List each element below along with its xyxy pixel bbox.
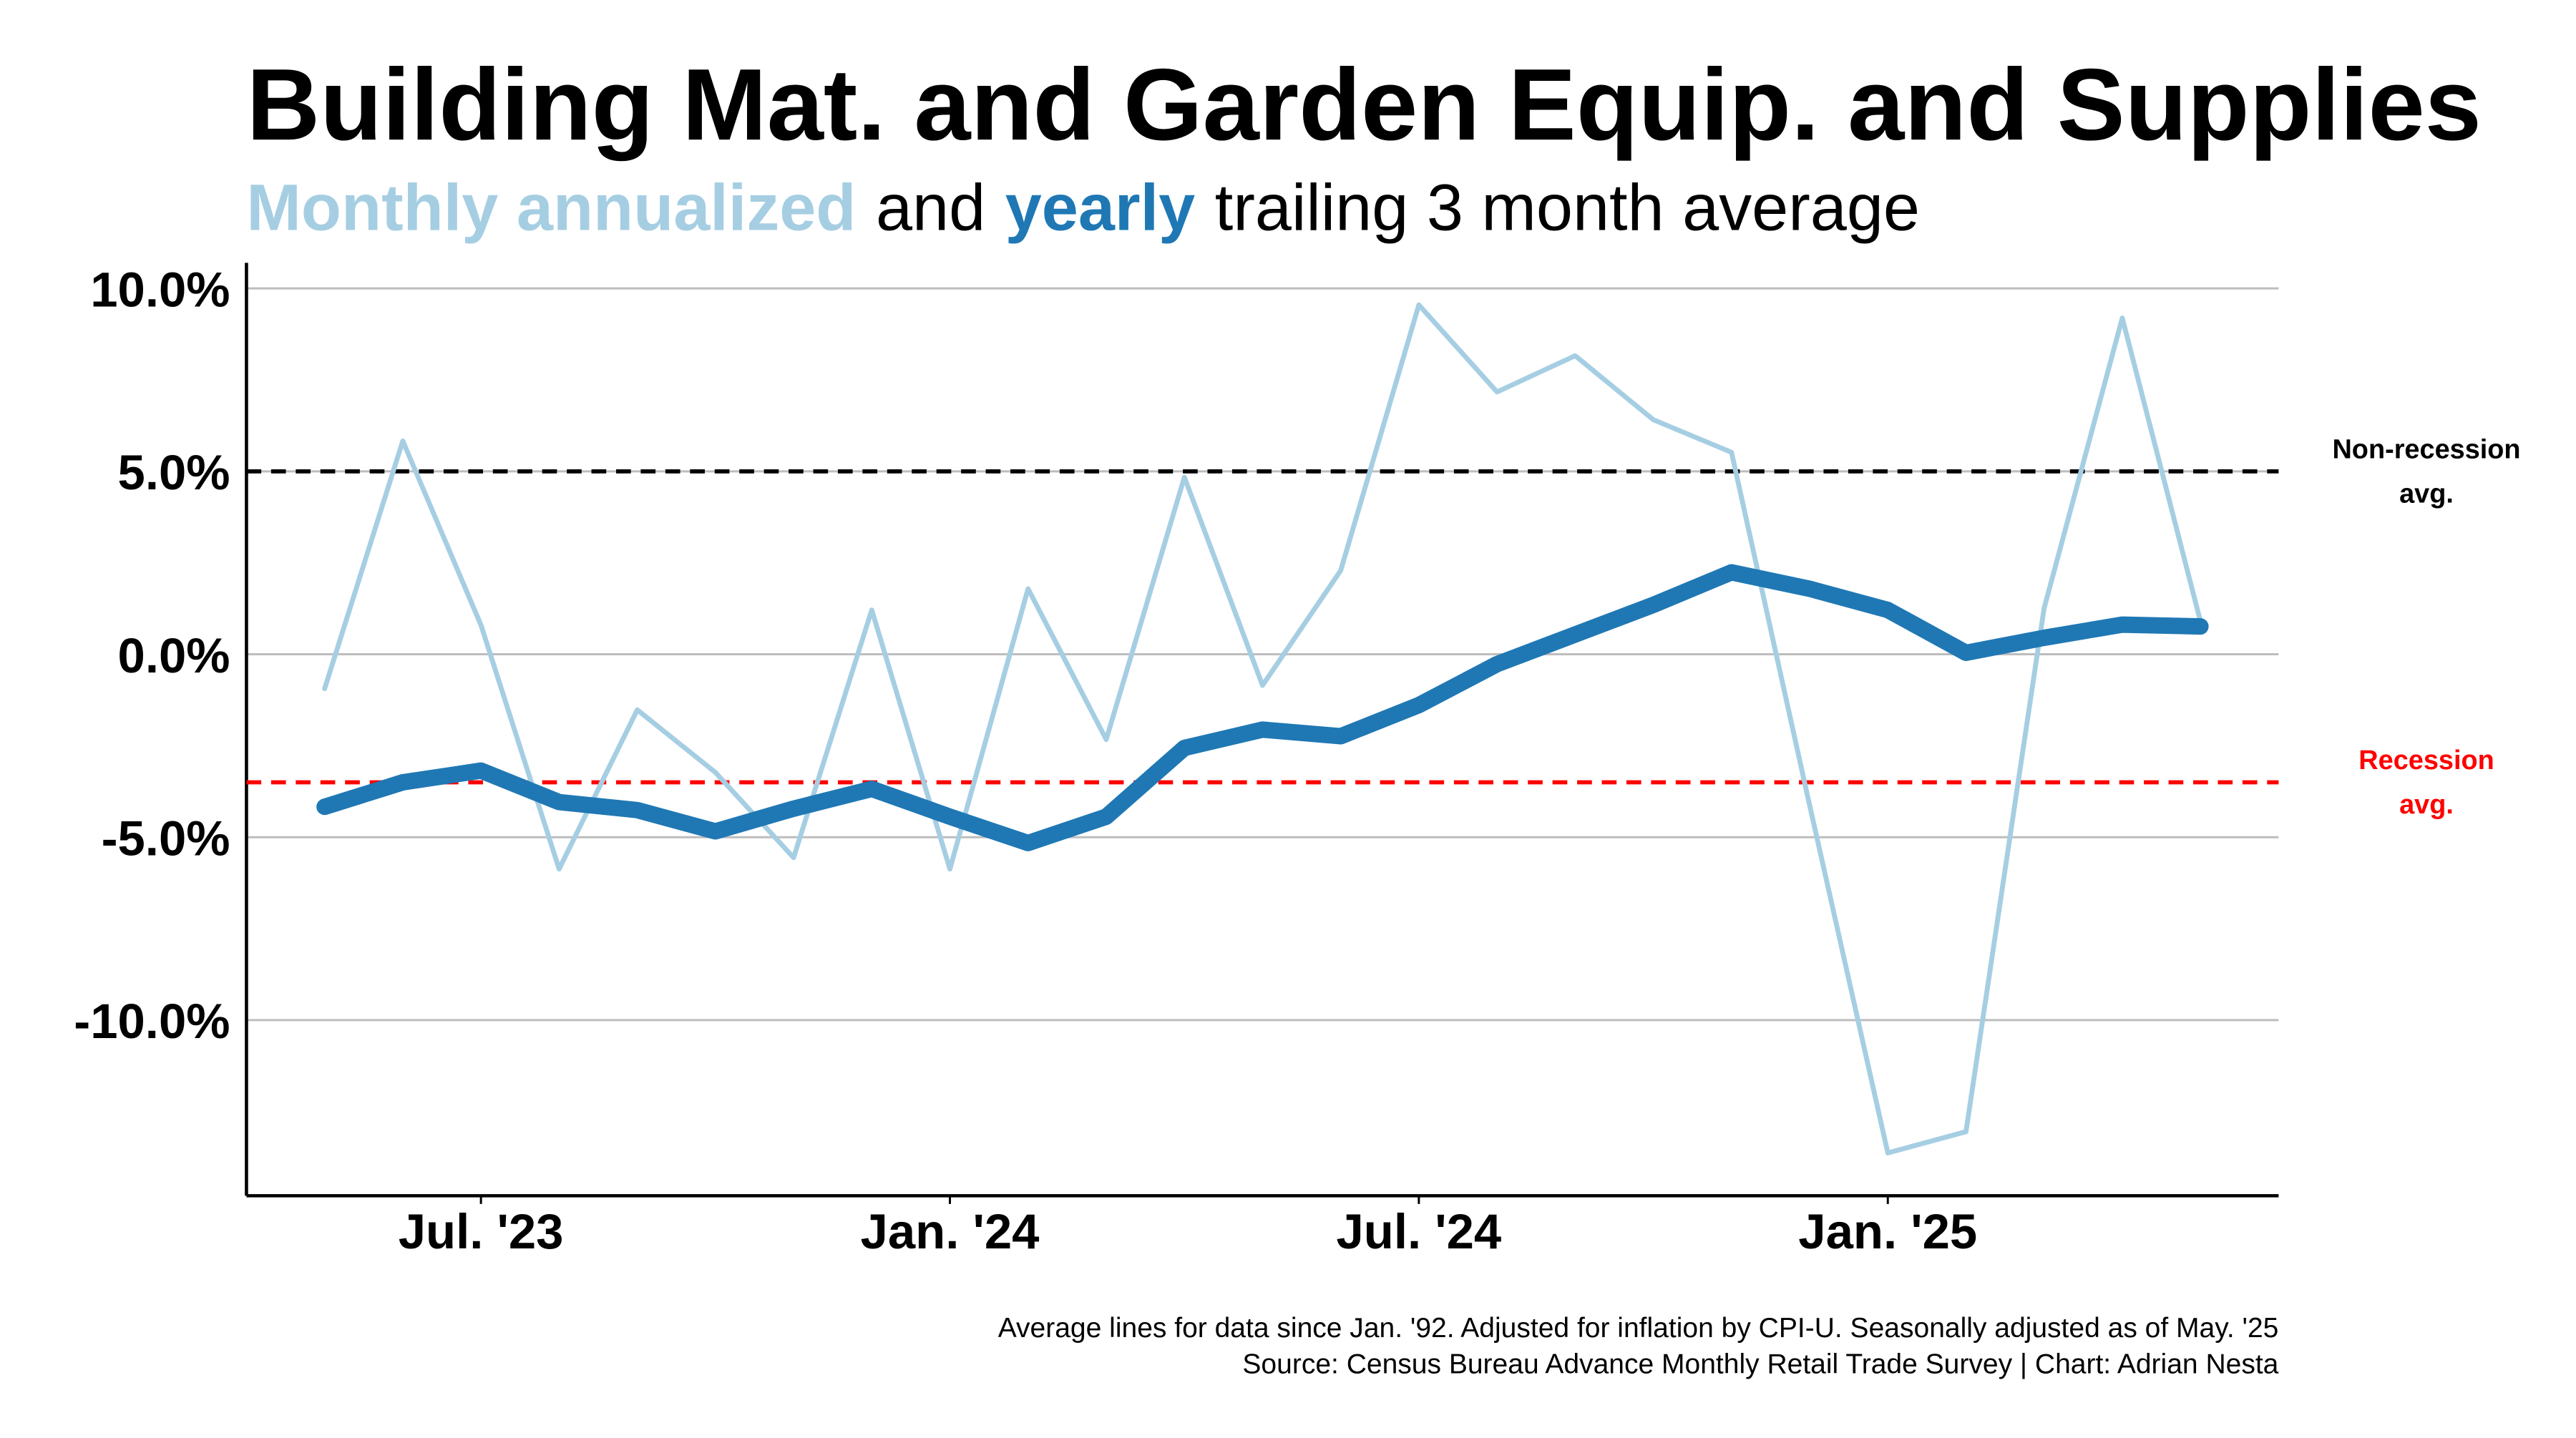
reference-label: avg. [2399,479,2454,509]
reference-label: Recession [2358,745,2494,776]
reference-label: avg. [2399,790,2454,820]
footnote: Average lines for data since Jan. '92. A… [998,1313,2279,1344]
subtitle-part: and [876,171,985,244]
reference-label: Non-recession [2332,434,2520,464]
subtitle-part: Monthly annualized [246,171,856,244]
chart-title: Building Mat. and Garden Equip. and Supp… [246,48,2481,162]
x-tick-label: Jan. '24 [861,1204,1040,1259]
y-tick-label: -10.0% [74,994,230,1049]
subtitle-part: trailing 3 month average [1215,171,1920,244]
x-tick-label: Jul. '23 [399,1204,564,1259]
series-line [316,564,2209,851]
x-tick-label: Jan. '25 [1798,1204,1977,1259]
chart-subtitle: Monthly annualized and yearly trailing 3 mo… [246,171,1920,244]
footnote: Source: Census Bureau Advance Monthly Re… [1242,1349,2278,1379]
y-tick-label: 5.0% [118,445,230,500]
series-line [322,302,2203,1155]
y-tick-label: 10.0% [90,262,230,317]
x-tick-label: Jul. '24 [1337,1204,1502,1259]
y-tick-label: 0.0% [118,628,230,683]
y-tick-label: -5.0% [102,811,230,866]
subtitle-part: yearly [1005,171,1196,244]
